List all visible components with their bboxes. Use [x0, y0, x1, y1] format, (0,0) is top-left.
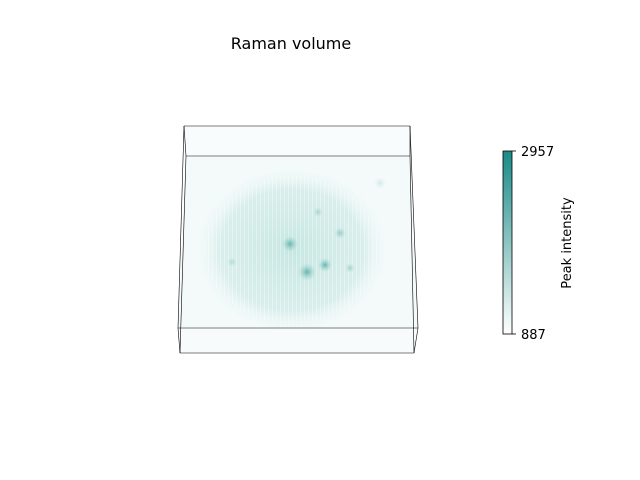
colorbar-tick-label-max: 2957	[521, 145, 554, 160]
volume-bottom-face	[178, 328, 418, 353]
nucleolus-spot	[318, 258, 332, 272]
edge-spot	[313, 207, 323, 217]
colorbar-gradient	[502, 150, 513, 335]
edge-spot	[334, 227, 346, 239]
chart-title: Raman volume	[231, 34, 351, 53]
nucleolus-spot	[298, 263, 316, 281]
volume-top-face	[184, 126, 410, 156]
colorbar-tick-label-min: 887	[521, 328, 546, 343]
edge-spot	[345, 263, 355, 273]
edge-spot	[227, 257, 237, 267]
colorbar-label: Peak intensity	[560, 197, 575, 289]
nucleolus-spot	[282, 236, 298, 252]
volume-features	[227, 177, 386, 281]
colorbar: 2957 887 Peak intensity	[502, 145, 575, 343]
volume-plot	[177, 125, 419, 354]
volume-box-edges	[177, 125, 419, 354]
edge-spot	[374, 177, 386, 189]
